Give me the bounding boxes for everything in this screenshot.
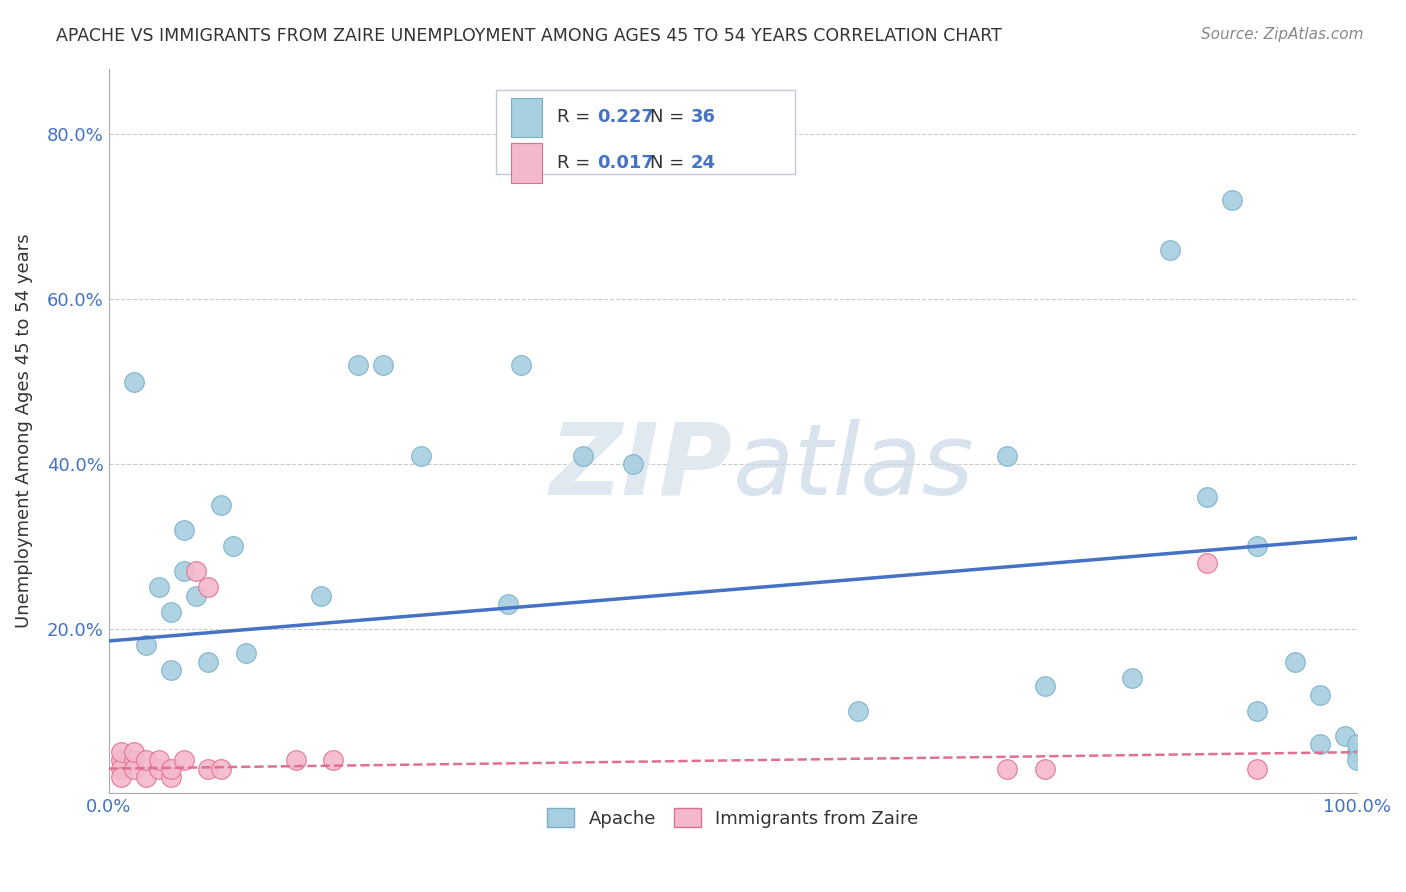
Point [1246, 762, 1268, 776]
Text: atlas: atlas [733, 418, 974, 516]
Text: 36: 36 [690, 109, 716, 127]
Point [1220, 194, 1243, 208]
Point [496, 597, 519, 611]
Point [409, 449, 432, 463]
Point [509, 358, 531, 372]
Point [110, 770, 132, 784]
Point [309, 589, 332, 603]
Point [1033, 679, 1056, 693]
Point [235, 646, 257, 660]
Point [160, 605, 183, 619]
Point [184, 589, 207, 603]
Point [1197, 490, 1219, 504]
Point [122, 762, 145, 776]
Bar [510, 144, 541, 183]
Text: ZIP: ZIP [550, 418, 733, 516]
Point [1333, 729, 1355, 743]
Point [197, 581, 219, 595]
Point [1346, 753, 1368, 767]
Point [148, 581, 170, 595]
Point [135, 770, 157, 784]
Point [1284, 655, 1306, 669]
Point [148, 753, 170, 767]
Point [572, 449, 595, 463]
Point [160, 663, 183, 677]
Point [209, 762, 232, 776]
Point [1309, 688, 1331, 702]
Point [209, 498, 232, 512]
Point [284, 753, 307, 767]
Point [110, 762, 132, 776]
Point [110, 745, 132, 759]
Bar [510, 97, 541, 137]
Point [1121, 671, 1143, 685]
Text: 0.017: 0.017 [596, 154, 654, 172]
Point [122, 745, 145, 759]
Point [373, 358, 395, 372]
Text: N =: N = [651, 154, 690, 172]
Point [197, 655, 219, 669]
Point [122, 753, 145, 767]
Point [184, 564, 207, 578]
Point [148, 762, 170, 776]
Point [110, 753, 132, 767]
Point [1197, 556, 1219, 570]
Text: 0.227: 0.227 [596, 109, 654, 127]
Point [846, 704, 869, 718]
Text: APACHE VS IMMIGRANTS FROM ZAIRE UNEMPLOYMENT AMONG AGES 45 TO 54 YEARS CORRELATI: APACHE VS IMMIGRANTS FROM ZAIRE UNEMPLOY… [56, 27, 1002, 45]
Y-axis label: Unemployment Among Ages 45 to 54 years: Unemployment Among Ages 45 to 54 years [15, 234, 32, 628]
Point [197, 762, 219, 776]
Point [1159, 243, 1181, 257]
Point [160, 762, 183, 776]
Point [1346, 745, 1368, 759]
Point [322, 753, 344, 767]
Text: 24: 24 [690, 154, 716, 172]
Point [997, 449, 1019, 463]
Point [1309, 737, 1331, 751]
Point [122, 375, 145, 389]
Text: Source: ZipAtlas.com: Source: ZipAtlas.com [1201, 27, 1364, 42]
Point [1033, 762, 1056, 776]
Point [173, 753, 195, 767]
Point [997, 762, 1019, 776]
Point [222, 539, 245, 553]
Point [160, 770, 183, 784]
Legend: Apache, Immigrants from Zaire: Apache, Immigrants from Zaire [540, 801, 927, 835]
Point [135, 638, 157, 652]
Text: R =: R = [557, 109, 596, 127]
Point [1246, 704, 1268, 718]
Point [621, 457, 644, 471]
Text: N =: N = [651, 109, 690, 127]
Point [1346, 737, 1368, 751]
FancyBboxPatch shape [496, 90, 796, 174]
Point [135, 753, 157, 767]
Point [173, 564, 195, 578]
Point [347, 358, 370, 372]
Point [1246, 539, 1268, 553]
Text: R =: R = [557, 154, 596, 172]
Point [173, 523, 195, 537]
